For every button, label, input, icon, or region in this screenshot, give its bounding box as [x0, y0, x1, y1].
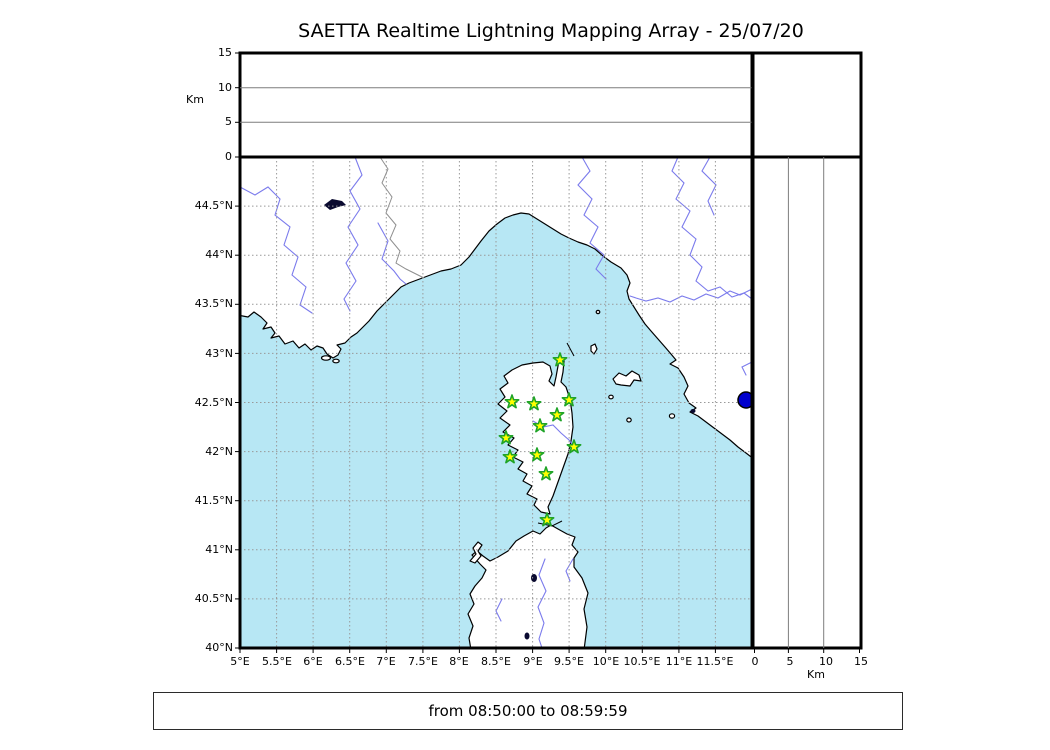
lake-serre-poncon [324, 199, 346, 210]
map-panel [240, 157, 752, 648]
hyeres-island [320, 355, 332, 361]
lon-tick-label: 10.5°E [623, 655, 661, 668]
time-range-text: from 08:50:00 to 08:59:59 [428, 702, 628, 720]
giglio-island [668, 413, 676, 419]
lat-tick-label: 40°N [205, 641, 233, 654]
lat-tick-label: 43.5°N [194, 297, 233, 310]
lon-tick-label: 8.5°E [481, 655, 511, 668]
lon-tick-label: 5.5°E [262, 655, 292, 668]
map-axis-ticks [235, 205, 716, 653]
lon-tick-label: 9°E [523, 655, 543, 668]
asinara-island [469, 541, 483, 564]
sardinia-coastline [467, 524, 589, 648]
argentario-lagoon [690, 409, 696, 413]
lon-tick-label: 11°E [665, 655, 693, 668]
lon-tick-label: 8°E [449, 655, 469, 668]
lon-tick-label: 7.5°E [408, 655, 438, 668]
montecristo-island [626, 417, 632, 423]
lat-tick-label: 40.5°N [194, 592, 233, 605]
lat-tick-label: 41°N [205, 543, 233, 556]
national-border [379, 157, 425, 279]
map-gridlines [240, 157, 752, 648]
altitude-panel-top [235, 51, 754, 159]
sardinia-lake [524, 632, 530, 640]
corsica-coastline [497, 354, 574, 515]
corner-box [751, 51, 863, 159]
lon-tick-label: 7°E [376, 655, 396, 668]
lon-tick-label: 5°E [230, 655, 250, 668]
altitude-panel-right [751, 155, 863, 653]
altitude-right-axis-ticks [754, 648, 860, 653]
alt-right-tick: 10 [819, 655, 833, 668]
km-axis-label-right: Km [807, 668, 825, 681]
lat-tick-label: 44.5°N [194, 199, 233, 212]
alt-right-tick: 15 [854, 655, 868, 668]
lightning-event-dot [737, 391, 752, 409]
lat-tick-label: 42°N [205, 445, 233, 458]
lon-tick-label: 6°E [303, 655, 323, 668]
lon-tick-label: 11.5°E [696, 655, 734, 668]
alt-top-tick: 0 [225, 150, 232, 163]
capraia-island [590, 343, 598, 355]
km-axis-label-top: Km [186, 93, 204, 106]
sardinia-lake [531, 574, 537, 582]
hyeres-island [332, 358, 340, 364]
elba-island [612, 370, 642, 387]
lat-tick-label: 41.5°N [194, 494, 233, 507]
alt-right-tick: 5 [786, 655, 794, 668]
lon-tick-label: 6.5°E [335, 655, 365, 668]
lat-tick-label: 42.5°N [194, 396, 233, 409]
alt-top-tick: 5 [225, 115, 232, 128]
gorgona-island [595, 309, 601, 315]
mainland-coastline [240, 157, 752, 459]
lat-tick-label: 44°N [205, 248, 233, 261]
time-range-box: from 08:50:00 to 08:59:59 [153, 692, 903, 730]
alt-top-tick: 10 [218, 81, 232, 94]
lon-tick-label: 10°E [592, 655, 620, 668]
alt-right-tick: 0 [751, 655, 759, 668]
coast-mark [566, 342, 575, 357]
pianosa-island [608, 394, 614, 400]
alt-top-tick: 15 [218, 46, 232, 59]
figure-title: SAETTA Realtime Lightning Mapping Array … [298, 20, 804, 42]
lon-tick-label: 9.5°E [554, 655, 584, 668]
lat-tick-label: 43°N [205, 347, 233, 360]
